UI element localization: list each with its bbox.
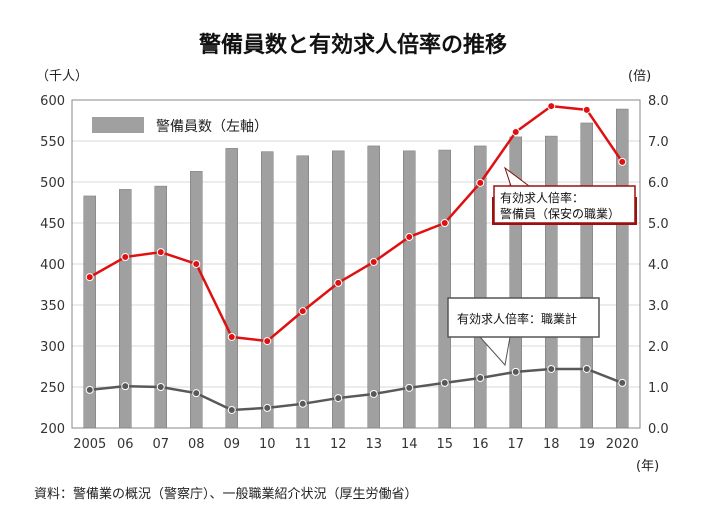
- callout-red-box: [493, 185, 636, 224]
- data-point: [476, 373, 485, 382]
- legend-label-bar: 警備員数（左軸）: [156, 119, 268, 135]
- data-point: [405, 383, 414, 392]
- left-axis-unit: （千人）: [36, 69, 88, 84]
- x-tick-label: 13: [365, 437, 382, 452]
- x-tick-label: 09: [223, 437, 240, 452]
- callout-red-line2: 警備員（保安の職業）: [500, 206, 620, 221]
- bar: [545, 135, 558, 429]
- plot-frame: [71, 99, 641, 429]
- x-tick-label: 18: [543, 437, 560, 452]
- data-point: [334, 278, 343, 287]
- bar: [261, 151, 274, 429]
- left-tick-label: 300: [40, 340, 65, 355]
- right-tick-label: 5.0: [648, 217, 669, 232]
- data-point: [298, 399, 307, 408]
- callout-red: 有効求人倍率： 警備員（保安の職業）: [492, 166, 637, 225]
- legend: 警備員数（左軸）: [92, 117, 268, 135]
- right-tick-label: 0.0: [648, 422, 669, 437]
- x-tick-label: 07: [152, 437, 169, 452]
- right-tick-label: 6.0: [648, 176, 669, 191]
- data-point: [121, 382, 130, 391]
- x-tick-label: 06: [117, 437, 134, 452]
- data-point: [618, 157, 627, 166]
- data-point: [85, 385, 94, 394]
- x-tick-label: 10: [259, 437, 276, 452]
- bar: [119, 189, 132, 429]
- x-tick-label: 08: [188, 437, 205, 452]
- data-point: [547, 102, 556, 111]
- x-tick-label: 11: [294, 437, 311, 452]
- data-point: [156, 248, 165, 257]
- right-tick-label: 4.0: [648, 258, 669, 273]
- data-point: [263, 403, 272, 412]
- data-point: [334, 394, 343, 403]
- data-point: [227, 332, 236, 341]
- bar: [296, 155, 309, 429]
- data-point: [405, 232, 414, 241]
- right-tick-label: 1.0: [648, 381, 669, 396]
- data-point: [192, 389, 201, 398]
- data-point: [582, 364, 591, 373]
- source-note: 資料：警備業の概況（警察庁）、一般職業紹介状況（厚生労働省）: [34, 486, 418, 502]
- x-tick-label: 2005: [73, 437, 106, 452]
- data-point: [547, 364, 556, 373]
- data-point: [582, 105, 591, 114]
- data-point: [298, 307, 307, 316]
- x-tick-label: 19: [578, 437, 595, 452]
- line-security-guard: [89, 104, 624, 343]
- data-point: [263, 337, 272, 346]
- data-point: [227, 405, 236, 414]
- left-tick-label: 550: [40, 135, 65, 150]
- data-point: [121, 253, 130, 262]
- x-tick-label: 2020: [606, 437, 639, 452]
- right-tick-label: 3.0: [648, 299, 669, 314]
- chart-title: 警備員数と有効求人倍率の推移: [198, 32, 507, 58]
- left-tick-label: 450: [40, 217, 65, 232]
- x-axis-unit: (年): [636, 459, 659, 474]
- bar: [225, 148, 238, 429]
- left-tick-label: 250: [40, 381, 65, 396]
- left-tick-label: 200: [40, 422, 65, 437]
- x-tick-label: 17: [507, 437, 524, 452]
- line-all-jobs: [89, 367, 623, 412]
- x-tick-label: 14: [401, 437, 418, 452]
- data-point: [369, 389, 378, 398]
- data-point: [440, 219, 449, 227]
- bar: [580, 122, 593, 429]
- left-tick-label: 600: [40, 94, 65, 109]
- data-point: [156, 383, 165, 391]
- data-point: [369, 257, 378, 266]
- x-tick-label: 15: [436, 437, 453, 452]
- legend-swatch-bar: [92, 117, 144, 133]
- data-point: [192, 260, 201, 268]
- bar: [154, 185, 167, 429]
- bar: [367, 145, 380, 429]
- data-point: [476, 178, 485, 187]
- x-tick-label: 12: [330, 437, 347, 452]
- callout-gray: 有効求人倍率：職業計: [447, 297, 600, 367]
- right-tick-label: 2.0: [648, 340, 669, 355]
- left-tick-label: 350: [40, 299, 65, 314]
- callout-red-line1: 有効求人倍率：: [500, 190, 584, 205]
- data-point: [440, 378, 449, 387]
- callout-gray-text: 有効求人倍率：職業計: [457, 311, 577, 326]
- right-axis-unit: (倍): [628, 69, 651, 84]
- data-point: [85, 273, 94, 282]
- data-point: [618, 378, 627, 387]
- x-tick-label: 16: [472, 437, 489, 452]
- bar: [332, 150, 345, 429]
- left-tick-label: 500: [40, 176, 65, 191]
- data-point: [511, 127, 520, 136]
- left-tick-label: 400: [40, 258, 65, 273]
- right-tick-label: 7.0: [648, 135, 669, 150]
- callout-gray-box: [447, 297, 600, 338]
- data-point: [511, 367, 520, 376]
- right-tick-label: 8.0: [648, 94, 669, 109]
